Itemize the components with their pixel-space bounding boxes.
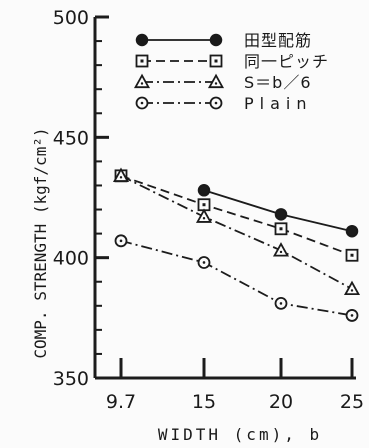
marker-triangle [207,73,225,89]
data-point [135,33,149,47]
series-3 [112,167,361,296]
legend-item: 同一ピッチ [135,52,329,71]
x-tick-label: 25 [340,391,364,413]
legend-label: S＝b／6 [244,73,312,92]
data-point [133,73,151,89]
data-point [197,256,211,269]
data-point [195,208,213,223]
marker-dot [119,239,123,243]
series-2 [114,169,359,262]
marker-dot [202,261,206,264]
marker-dot [214,82,218,85]
data-point [345,224,359,238]
marker-dot [350,289,354,292]
y-tick-label: 350 [53,368,89,390]
marker-dot [214,59,218,63]
marker-dot [202,217,206,220]
marker-dot [214,101,218,105]
y-axis-label: COMP. STRENGTH (kgf/cm²) [31,127,50,358]
marker-triangle [112,167,130,182]
y-tick-label: 450 [53,127,89,149]
data-point [274,222,288,236]
legend-label: Plain [244,94,312,113]
marker-triangle [272,242,290,257]
series-line [120,175,353,290]
marker-triangle [133,73,151,89]
series-line [120,174,353,257]
series-4 [114,234,359,322]
y-tick-label: 400 [53,248,89,270]
data-point [272,242,290,257]
data-point [209,33,223,47]
data-point [112,167,130,182]
legend-item: 田型配筋 [135,31,312,50]
data-point [197,184,211,197]
legend-label: 田型配筋 [244,31,312,50]
data-point [207,73,225,89]
data-point [345,309,359,322]
data-point [135,54,149,68]
data-point [274,296,288,310]
data-point [114,234,128,248]
data-point [209,96,223,110]
legend-label: 同一ピッチ [244,52,329,71]
marker-triangle [195,208,213,223]
marker-triangle [343,280,361,296]
data-point [135,96,149,110]
x-tick-label: 9.7 [106,391,136,413]
marker-dot [350,314,354,317]
series-1 [197,184,359,238]
x-axis-label: WIDTH (cm), b [158,425,322,444]
data-point [209,54,223,68]
series-line [120,239,353,317]
x-tick-label: 20 [269,391,293,413]
marker-dot [350,253,354,257]
marker-dot [279,227,283,231]
marker-dot [279,302,283,305]
marker-dot [202,203,206,207]
marker-dot [140,101,144,105]
marker-dot [140,59,144,63]
marker-dot [140,82,144,85]
marker-dot [119,176,123,179]
y-tick-label: 500 [53,7,89,29]
marker-dot [279,250,283,254]
data-point [345,248,359,262]
legend-item: Plain [135,94,312,113]
data-point [343,280,361,296]
data-point [274,208,288,221]
plot-area [93,15,361,380]
x-tick-label: 15 [192,391,216,413]
legend-item: S＝b／6 [133,73,312,92]
